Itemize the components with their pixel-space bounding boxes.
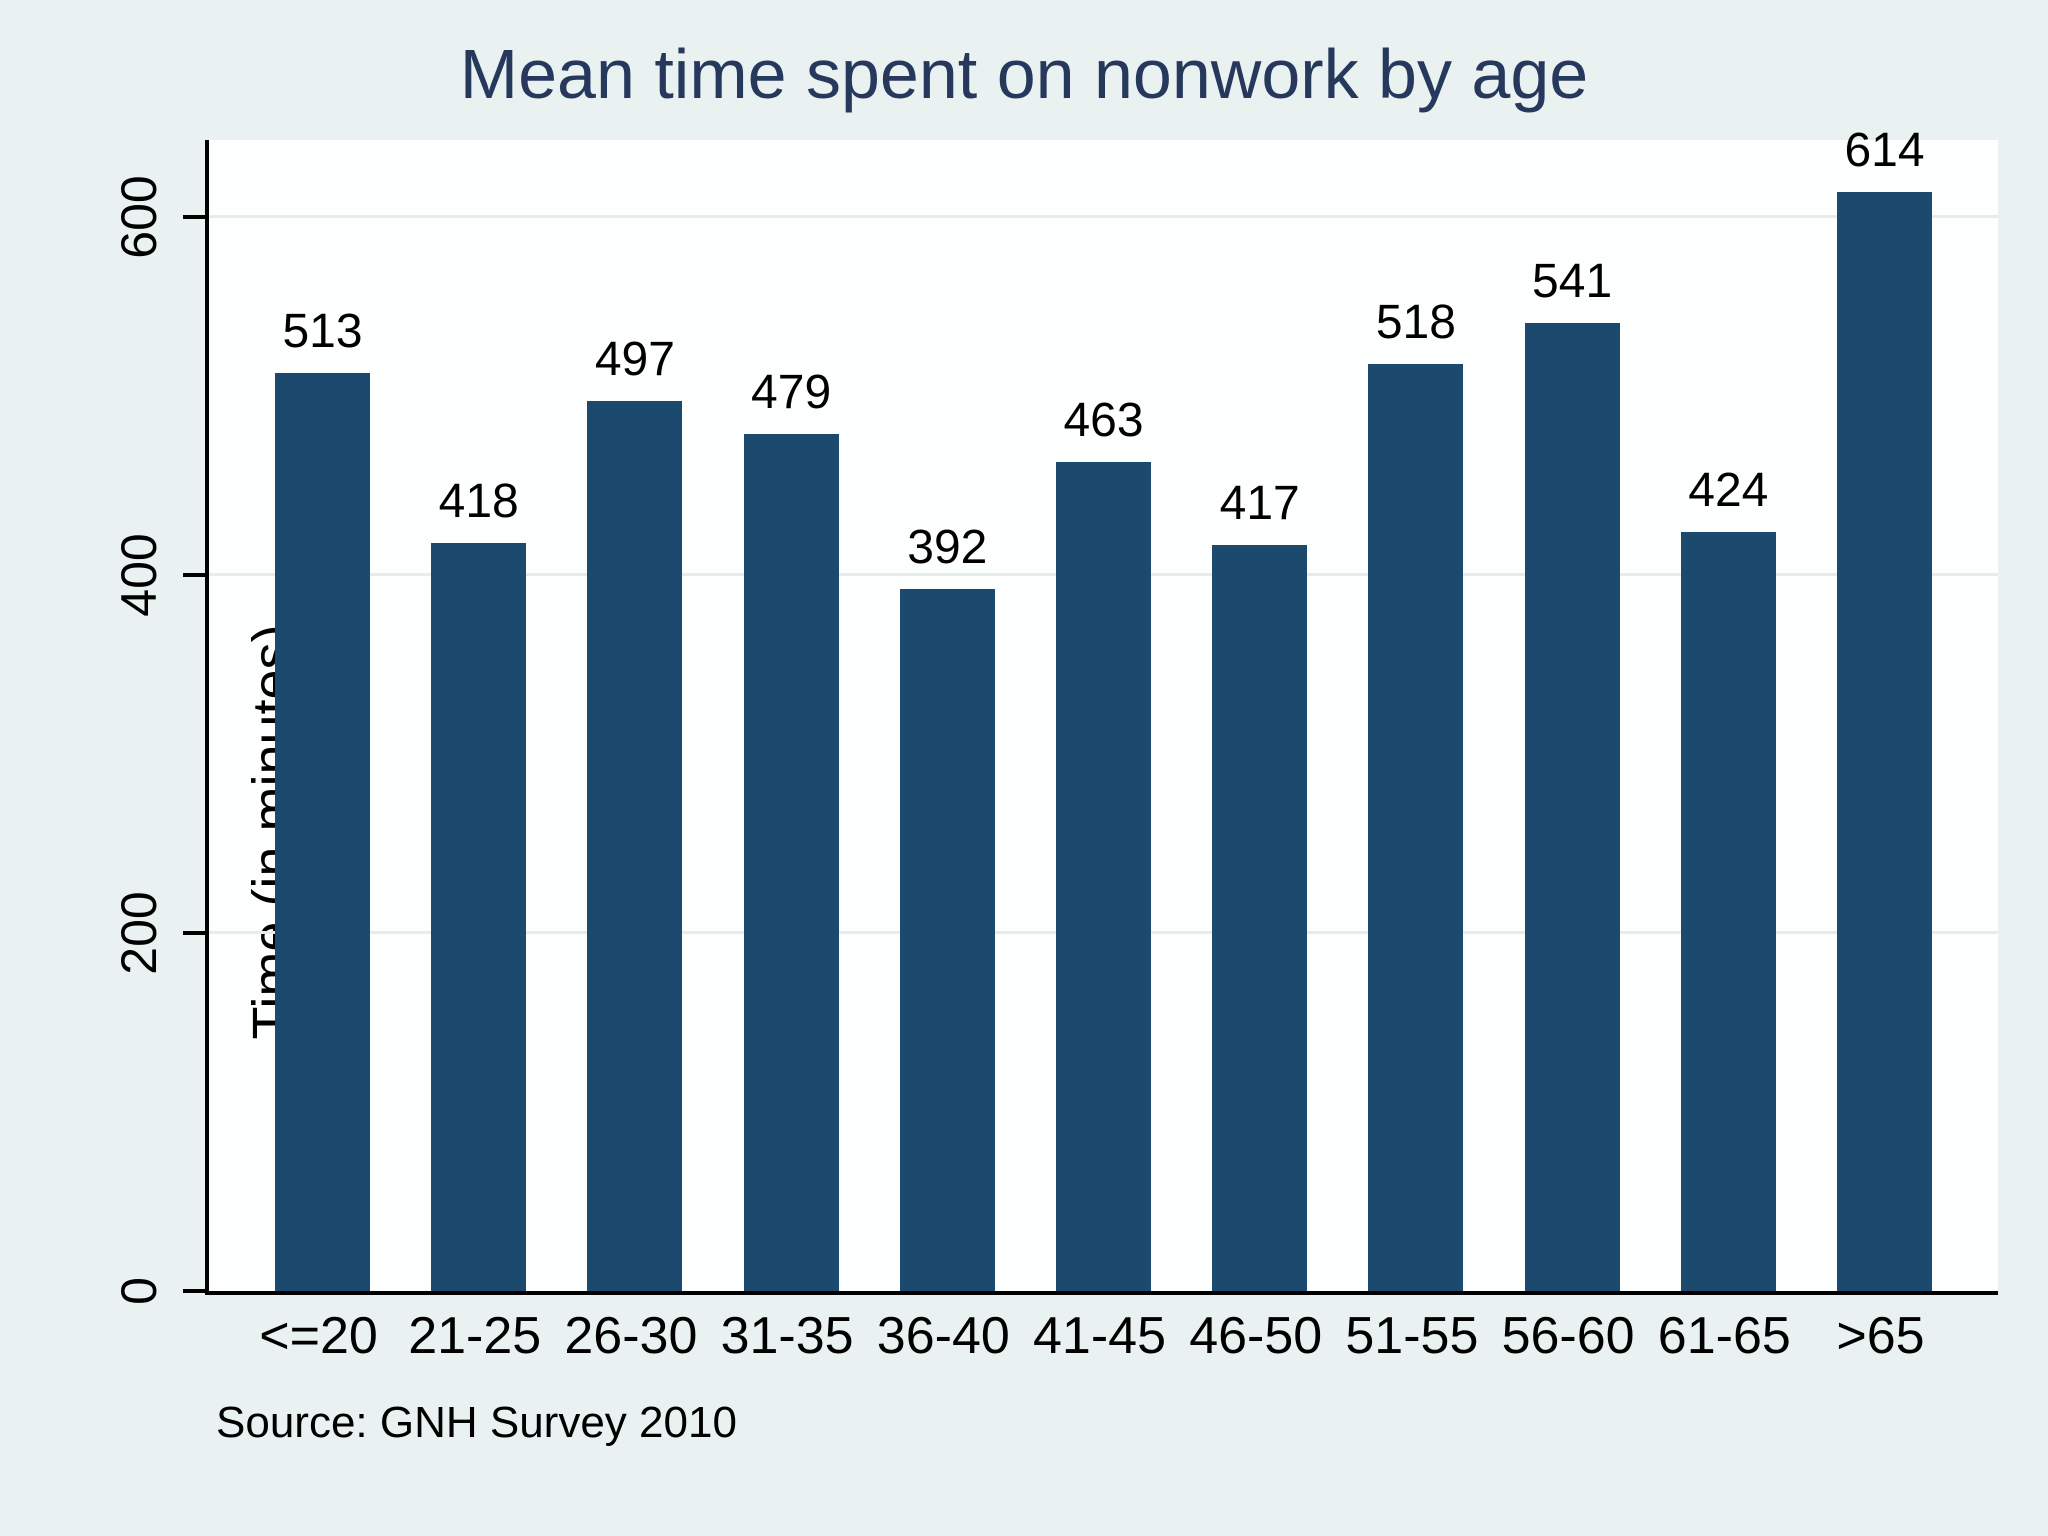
- chart-title: Mean time spent on nonwork by age: [459, 35, 1589, 113]
- bar-value-label-36-40: 392: [907, 521, 988, 575]
- bar-21-25: [431, 542, 527, 1291]
- source-note: Source: GNH Survey 2010: [216, 1398, 737, 1447]
- bar-61-65: [1680, 532, 1776, 1291]
- bar-value-label-21-25: 418: [438, 474, 519, 528]
- bar-value-label-26-30: 497: [594, 333, 675, 387]
- bar-41-45: [1056, 462, 1151, 1291]
- bar-value-label-41-45: 463: [1063, 394, 1144, 448]
- x-tick-label-26-30: 26-30: [564, 1307, 698, 1365]
- y-axis-tick-400: [183, 572, 205, 577]
- bar-value-label-61-65: 424: [1688, 464, 1769, 518]
- bar-value-label-31-35: 479: [751, 365, 832, 419]
- bar-value-label->65: 614: [1844, 123, 1925, 177]
- y-axis-tick-600: [183, 214, 205, 219]
- y-axis-tick-label-200: 200: [111, 891, 167, 975]
- bar-56-60: [1524, 322, 1620, 1291]
- bar-46-50: [1212, 544, 1308, 1291]
- x-tick-label-36-40: 36-40: [876, 1307, 1010, 1365]
- y-axis-tick-label-400: 400: [111, 533, 167, 617]
- y-axis-tick-label-600: 600: [111, 175, 167, 259]
- bar-31-35: [743, 433, 839, 1291]
- x-tick-label-46-50: 46-50: [1189, 1307, 1323, 1365]
- x-tick-label-31-35: 31-35: [720, 1307, 854, 1365]
- gridline-600: [209, 214, 1998, 218]
- bar->65: [1837, 191, 1932, 1291]
- bar-<=20: [275, 372, 370, 1291]
- x-tick-label-56-60: 56-60: [1501, 1307, 1635, 1365]
- bar-26-30: [587, 401, 683, 1291]
- bar-36-40: [899, 589, 995, 1291]
- plot-area: Time (in minutes) 0 200 400 600 513 418 497 479…: [111, 124, 1998, 1305]
- x-tick-label-51-55: 51-55: [1345, 1307, 1479, 1365]
- y-axis-tick-200: [183, 931, 205, 935]
- bar-value-label-<=20: 513: [282, 304, 363, 358]
- y-axis-tick-0: [183, 1289, 205, 1293]
- bar-value-label-51-55: 518: [1375, 295, 1456, 349]
- x-tick-label-<=20: <=20: [259, 1307, 378, 1365]
- bar-51-55: [1368, 363, 1464, 1291]
- x-tick-label-41-45: 41-45: [1033, 1307, 1166, 1365]
- y-axis-tick-label-0: 0: [111, 1277, 167, 1305]
- x-tick-label->65: >65: [1836, 1307, 1925, 1365]
- bar-value-label-46-50: 417: [1219, 476, 1300, 530]
- bar-value-label-56-60: 541: [1532, 254, 1613, 308]
- x-tick-label-21-25: 21-25: [408, 1307, 542, 1365]
- x-tick-label-61-65: 61-65: [1657, 1307, 1791, 1365]
